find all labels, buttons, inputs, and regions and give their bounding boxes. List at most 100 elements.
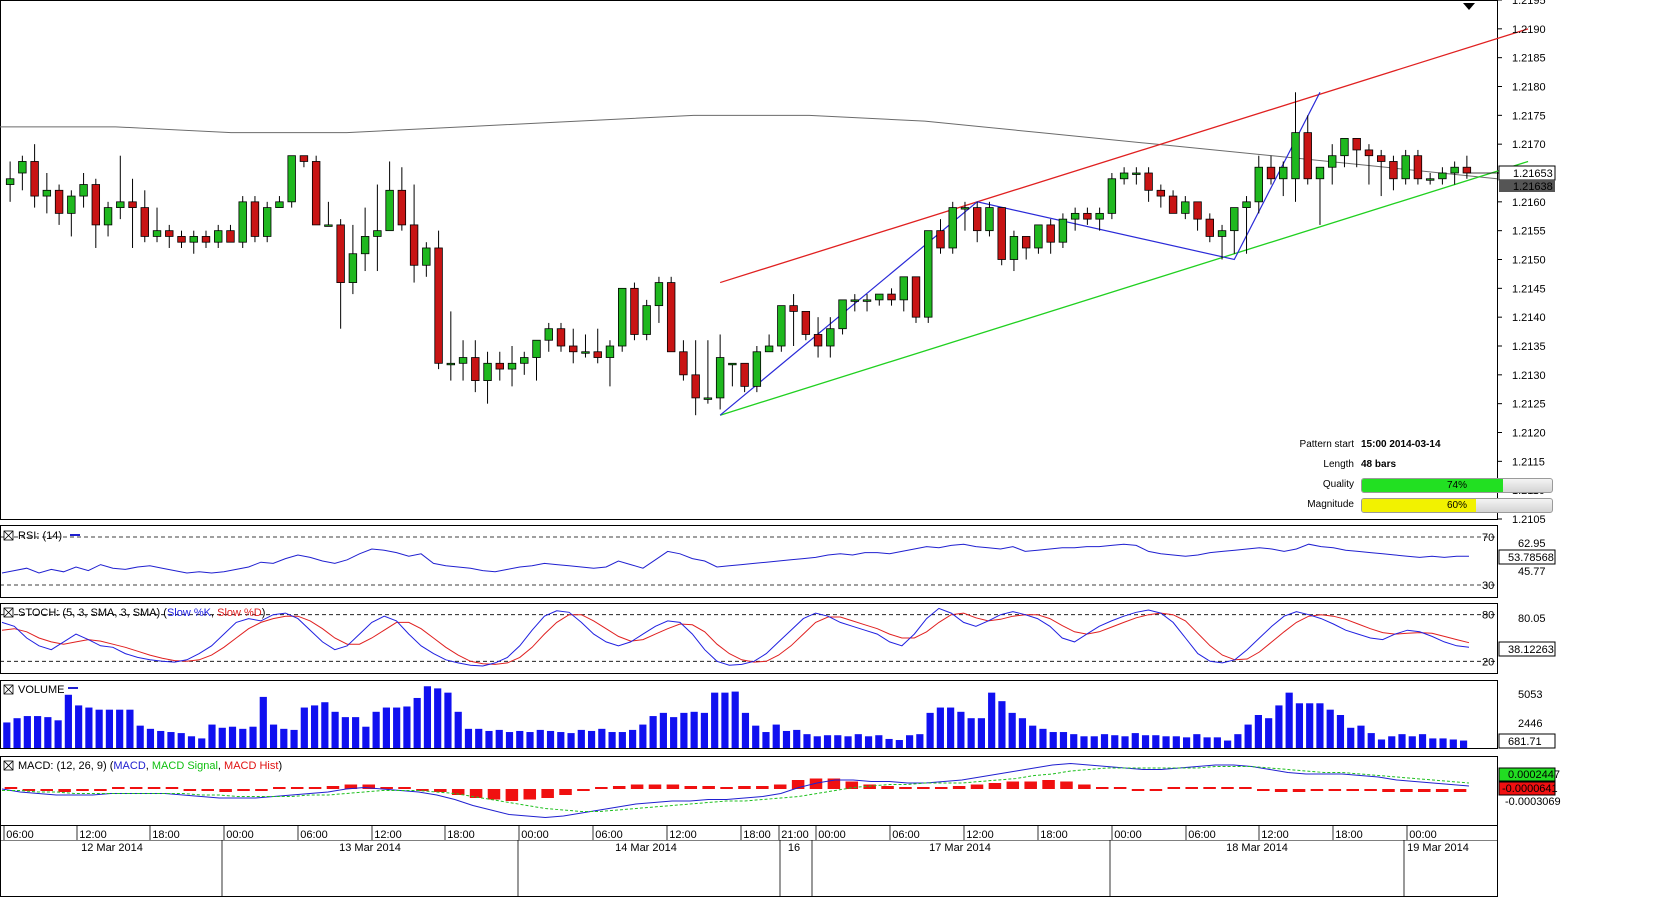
stoch-level-80-label: 80 bbox=[1482, 610, 1494, 622]
volume-bar bbox=[1111, 735, 1119, 748]
candle bbox=[1156, 184, 1166, 208]
candle bbox=[1107, 173, 1117, 220]
macd-hist-bar bbox=[1060, 781, 1073, 789]
candle-body-bull bbox=[422, 247, 431, 266]
candle bbox=[1352, 137, 1361, 168]
volume-bar bbox=[977, 718, 985, 748]
candle-body-bear bbox=[1462, 166, 1472, 174]
volume-bar bbox=[1008, 712, 1016, 748]
candle-body-bear bbox=[1205, 218, 1214, 237]
candle bbox=[42, 173, 52, 214]
volume-bar bbox=[177, 733, 185, 748]
candle-body-bull bbox=[1009, 236, 1019, 260]
volume-last-value: 681.71 bbox=[1508, 736, 1542, 748]
candle-body-bull bbox=[1095, 212, 1104, 220]
candle-body-bear bbox=[1389, 161, 1398, 180]
volume-bar bbox=[1029, 725, 1037, 748]
macd-hist-bar bbox=[845, 781, 859, 789]
price-tick-label: 1.2190 bbox=[1512, 24, 1546, 36]
volume-bar bbox=[1193, 734, 1201, 748]
macd-hist-bar bbox=[94, 789, 107, 791]
macd-hist-bar bbox=[308, 787, 322, 789]
macd-hist-bar bbox=[756, 786, 769, 789]
candle bbox=[911, 276, 921, 323]
volume-bar bbox=[752, 725, 760, 748]
macd-hist-bar bbox=[290, 787, 304, 789]
volume-bar bbox=[423, 686, 432, 748]
macd-hist-bar bbox=[881, 786, 894, 789]
volume-bar bbox=[1234, 734, 1242, 748]
volume-bar bbox=[967, 718, 975, 748]
volume-bar bbox=[577, 729, 585, 748]
macd-hist-bar bbox=[523, 789, 537, 800]
candle-body-bear bbox=[1266, 166, 1276, 180]
macd-tick-label: -0.0003069 bbox=[1505, 796, 1561, 808]
volume-bar bbox=[280, 728, 288, 748]
candle bbox=[409, 184, 419, 283]
candle-body-bull bbox=[1058, 218, 1068, 243]
macd-hist-bar bbox=[469, 789, 483, 798]
price-tick-label: 1.2195 bbox=[1512, 0, 1546, 7]
candle-body-bull bbox=[483, 362, 492, 381]
macd-hist-bar bbox=[362, 784, 376, 789]
candle bbox=[813, 317, 823, 358]
candle bbox=[1034, 224, 1043, 254]
macd-hist-bar bbox=[1095, 787, 1109, 789]
candle-body-bear bbox=[1021, 236, 1031, 249]
panel-toggle-icon-cross bbox=[3, 760, 14, 771]
volume-bar bbox=[1090, 736, 1098, 748]
candle-body-bull bbox=[642, 305, 651, 335]
volume-bar bbox=[998, 701, 1006, 748]
macd-hist-bar bbox=[595, 787, 608, 789]
volume-bar bbox=[659, 712, 667, 748]
candle bbox=[91, 178, 101, 248]
candle-body-bull bbox=[1328, 155, 1337, 168]
magnitude-percent: 60% bbox=[1446, 500, 1467, 511]
macd-hist-bar bbox=[451, 789, 465, 795]
volume-bar bbox=[403, 706, 411, 748]
candle-body-bear bbox=[569, 345, 578, 353]
stoch-tick-label: 80.05 bbox=[1518, 613, 1546, 625]
candle bbox=[1425, 173, 1435, 185]
time-tick-label: 00:00 bbox=[226, 829, 254, 841]
candle bbox=[1450, 161, 1459, 185]
candle bbox=[434, 230, 443, 370]
volume-bar bbox=[711, 692, 719, 748]
candle bbox=[777, 305, 786, 352]
candle bbox=[985, 201, 994, 237]
candle-body-bear bbox=[1303, 132, 1312, 180]
candle bbox=[740, 362, 749, 393]
volume-bar bbox=[218, 727, 226, 748]
macd-hist-bar bbox=[1328, 789, 1342, 791]
time-tick-label: 21:00 bbox=[781, 829, 809, 841]
candle bbox=[67, 190, 76, 237]
candle bbox=[666, 276, 676, 353]
macd-hist-bar bbox=[702, 786, 715, 789]
time-tick-label: 06:00 bbox=[6, 829, 34, 841]
candle-body-bull bbox=[532, 339, 541, 358]
date-label: 16 bbox=[788, 842, 800, 854]
candle bbox=[471, 340, 480, 393]
candle-body-bull bbox=[446, 362, 456, 366]
candle-body-bear bbox=[789, 305, 798, 312]
time-tick-label: 18:00 bbox=[1335, 829, 1363, 841]
macd-hist-bar bbox=[1078, 784, 1091, 789]
candle bbox=[850, 294, 859, 312]
candle-body-bull bbox=[1181, 201, 1190, 214]
volume-bar bbox=[454, 711, 462, 748]
volume-bar bbox=[362, 726, 370, 748]
candle bbox=[1168, 190, 1178, 214]
macd-hist-bar bbox=[40, 789, 53, 791]
candle bbox=[299, 155, 309, 168]
volume-bar bbox=[957, 711, 965, 748]
time-tick-label: 00:00 bbox=[521, 829, 549, 841]
macd-hist-bar bbox=[899, 787, 912, 789]
candle-body-bear bbox=[630, 287, 639, 335]
candle bbox=[887, 288, 896, 306]
candle bbox=[214, 224, 223, 248]
candle bbox=[1217, 224, 1227, 260]
candle bbox=[226, 224, 235, 243]
candle bbox=[618, 287, 627, 352]
candle-body-bull bbox=[373, 230, 382, 237]
